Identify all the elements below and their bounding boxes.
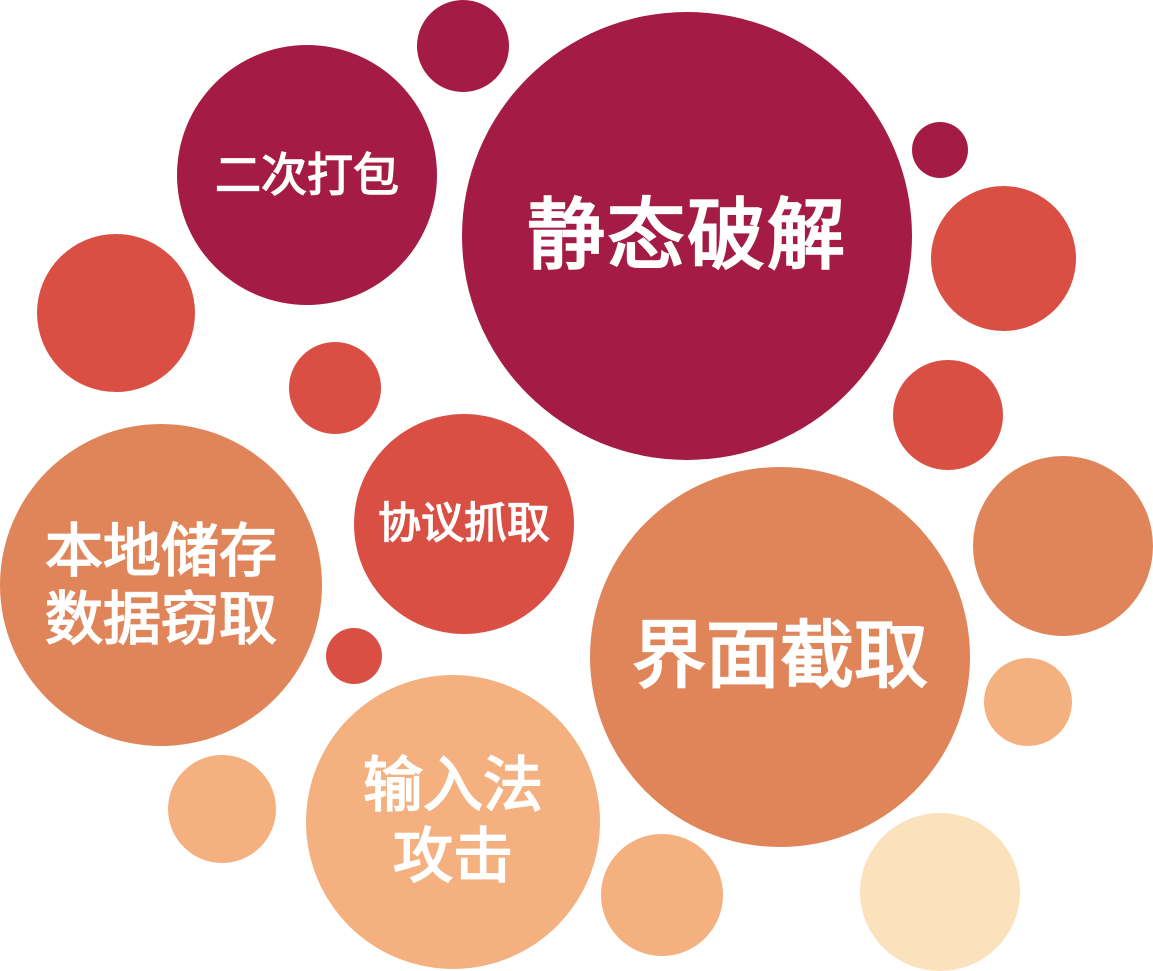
bubble-protocol-capture: 协议抓取 [354, 414, 574, 634]
bubble-label: 输入法 攻击 [363, 751, 543, 892]
bubble-local-storage-theft: 本地储存 数据窃取 [0, 424, 322, 746]
bubble-label: 二次打包 [215, 147, 399, 202]
bubble-label: 界面截取 [632, 613, 928, 700]
bubble-label: 协议抓取 [378, 498, 550, 549]
decor-circle [973, 456, 1153, 636]
decor-circle [912, 122, 968, 178]
decor-circle [601, 834, 723, 956]
decor-circle [417, 0, 509, 92]
bubble-label: 静态破解 [526, 190, 847, 281]
decor-circle [984, 658, 1072, 746]
bubble-label: 本地储存 数据窃取 [44, 516, 277, 653]
decor-circle [893, 360, 1003, 470]
bubble-input-method-attack: 输入法 攻击 [306, 675, 600, 969]
decor-circle [326, 628, 382, 684]
decor-circle [289, 342, 381, 434]
bubble-ui-capture: 界面截取 [590, 467, 970, 847]
bubble-secondary-packaging: 二次打包 [177, 45, 437, 305]
decor-circle [931, 186, 1076, 331]
bubble-static-cracking: 静态破解 [462, 12, 912, 460]
decor-circle [37, 234, 195, 392]
decor-circle [860, 813, 1020, 971]
decor-circle [168, 755, 276, 863]
